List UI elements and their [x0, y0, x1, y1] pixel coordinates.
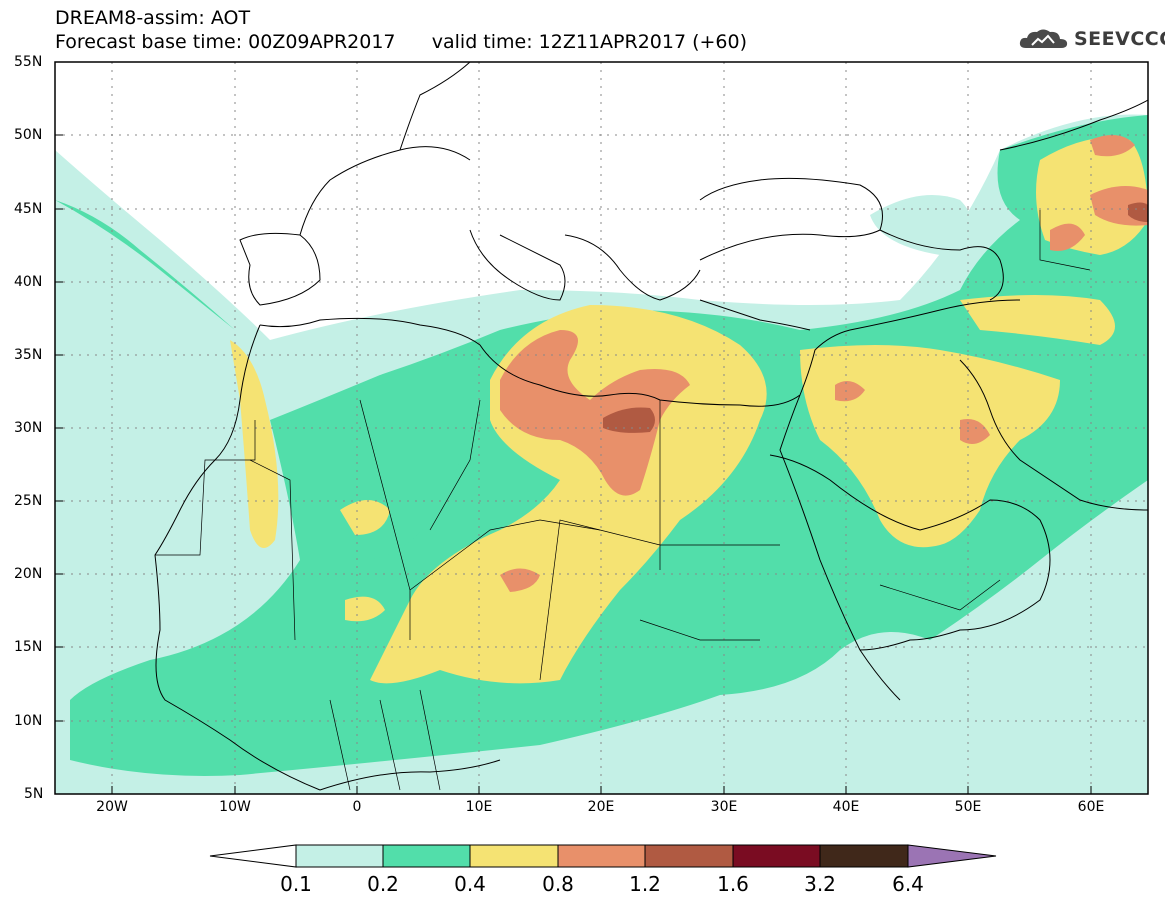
- colorbar-segment-6: [732, 844, 821, 868]
- colorbar-under-triangle: [209, 844, 297, 868]
- axis-ticks: [55, 61, 1092, 795]
- colorbar-segment-1: [295, 844, 384, 868]
- lon-label-20e: 20E: [587, 799, 615, 815]
- lat-label-25n: 25N: [14, 493, 43, 509]
- colorbar-label-0.1: 0.1: [280, 872, 312, 896]
- lat-label-20n: 20N: [14, 566, 43, 582]
- lon-label-50e: 50E: [954, 799, 982, 815]
- colorbar-segment-7: [819, 844, 909, 868]
- colorbar-label-0.8: 0.8: [542, 872, 574, 896]
- lon-label-40e: 40E: [832, 799, 860, 815]
- lon-label-30e: 30E: [710, 799, 738, 815]
- colorbar-segment-3: [469, 844, 559, 868]
- lon-label-0: 0: [352, 799, 362, 815]
- colorbar: [209, 844, 997, 868]
- lat-label-40n: 40N: [14, 274, 43, 290]
- seevccc-logo: SEEVCCC: [1018, 26, 1165, 52]
- lat-label-35n: 35N: [14, 347, 43, 363]
- lat-label-55n: 55N: [14, 54, 43, 70]
- lat-label-45n: 45N: [14, 201, 43, 217]
- colorbar-segment-5: [644, 844, 734, 868]
- title-line-2: Forecast base time: 00Z09APR2017 valid t…: [55, 31, 748, 53]
- lat-label-50n: 50N: [14, 127, 43, 143]
- title-line-1: DREAM8-assim: AOT: [55, 7, 251, 29]
- map-title: DREAM8-assim: AOT Forecast base time: 00…: [55, 6, 747, 54]
- colorbar-label-1.6: 1.6: [717, 872, 749, 896]
- lat-label-5n: 5N: [24, 786, 44, 802]
- colorbar-label-1.2: 1.2: [629, 872, 661, 896]
- colorbar-label-0.2: 0.2: [367, 872, 399, 896]
- aot-field: [55, 62, 1148, 794]
- colorbar-label-0.4: 0.4: [454, 872, 486, 896]
- country-borders: [155, 210, 1091, 791]
- colorbar-segment-2: [382, 844, 471, 868]
- lon-label-60e: 60E: [1077, 799, 1105, 815]
- aot-level-1.2: [603, 202, 1148, 433]
- logo-text: SEEVCCC: [1074, 28, 1165, 50]
- graticule: [55, 62, 1148, 794]
- colorbar-label-6.4: 6.4: [892, 872, 924, 896]
- colorbar-segment-4: [557, 844, 646, 868]
- lon-label-10w: 10W: [219, 799, 251, 815]
- colorbar-over-triangle: [907, 844, 997, 868]
- lon-label-10e: 10E: [465, 799, 493, 815]
- colorbar-label-3.2: 3.2: [804, 872, 836, 896]
- lat-label-30n: 30N: [14, 420, 43, 436]
- lat-label-15n: 15N: [14, 639, 43, 655]
- cloud-logo-icon: [1019, 29, 1068, 48]
- coastlines: [154, 62, 1148, 791]
- lon-label-20w: 20W: [96, 799, 128, 815]
- lat-label-10n: 10N: [14, 713, 43, 729]
